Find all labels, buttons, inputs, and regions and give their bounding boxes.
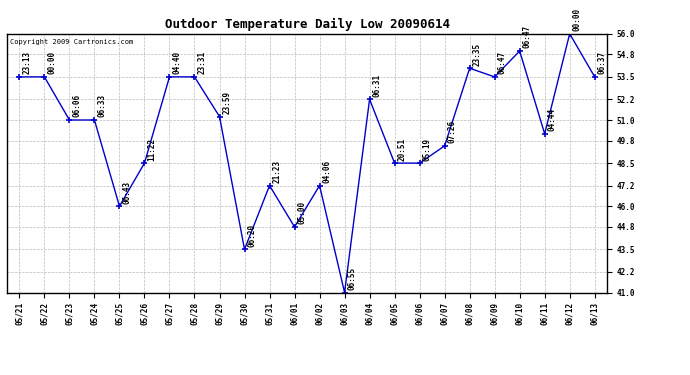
Text: 06:33: 06:33	[97, 94, 106, 117]
Text: 23:13: 23:13	[22, 51, 32, 74]
Text: 00:00: 00:00	[573, 8, 582, 31]
Text: 06:43: 06:43	[122, 180, 132, 204]
Text: 07:26: 07:26	[448, 120, 457, 143]
Text: 06:55: 06:55	[348, 267, 357, 290]
Text: 05:00: 05:00	[297, 201, 306, 224]
Text: 21:23: 21:23	[273, 160, 282, 183]
Text: 11:22: 11:22	[148, 137, 157, 160]
Text: 06:06: 06:06	[72, 94, 81, 117]
Text: 20:51: 20:51	[397, 137, 406, 160]
Text: 06:31: 06:31	[373, 74, 382, 97]
Text: 06:47: 06:47	[497, 51, 506, 74]
Text: 04:44: 04:44	[548, 108, 557, 131]
Text: 23:31: 23:31	[197, 51, 206, 74]
Text: 00:00: 00:00	[48, 51, 57, 74]
Text: 23:59: 23:59	[222, 91, 232, 114]
Text: Copyright 2009 Cartronics.com: Copyright 2009 Cartronics.com	[10, 39, 133, 45]
Text: 23:35: 23:35	[473, 42, 482, 66]
Text: 06:20: 06:20	[248, 224, 257, 247]
Text: 04:40: 04:40	[172, 51, 181, 74]
Text: 06:37: 06:37	[598, 51, 607, 74]
Text: 04:06: 04:06	[322, 160, 332, 183]
Text: 06:47: 06:47	[522, 25, 532, 48]
Title: Outdoor Temperature Daily Low 20090614: Outdoor Temperature Daily Low 20090614	[164, 18, 450, 31]
Text: 05:19: 05:19	[422, 137, 432, 160]
